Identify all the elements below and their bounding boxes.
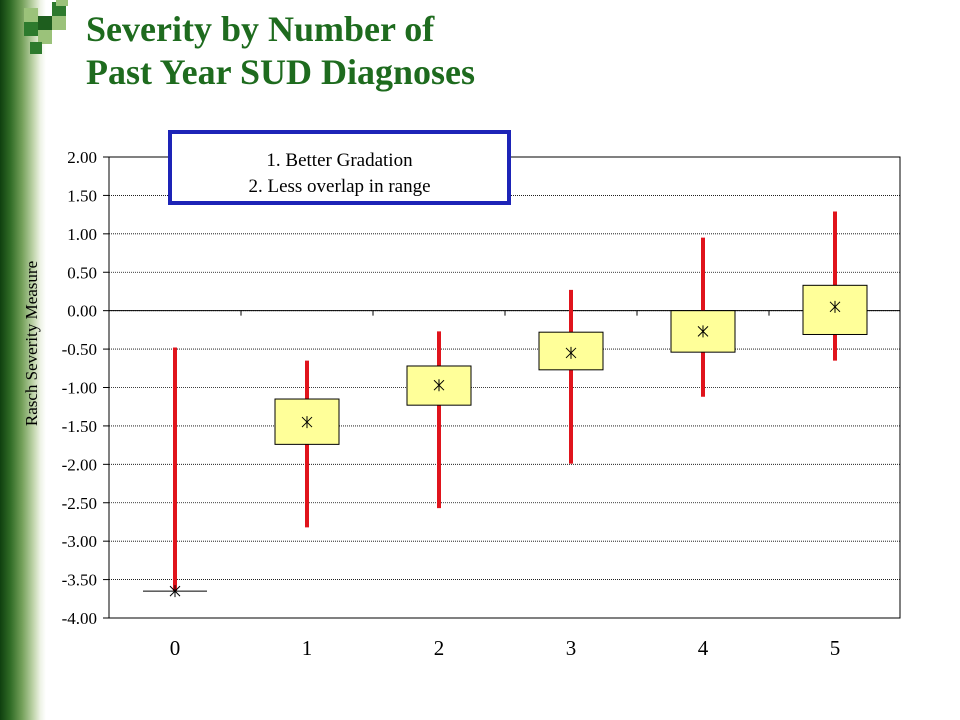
title-line-1: Severity by Number of [86, 9, 435, 49]
y-tick-label: 0.50 [67, 263, 97, 282]
plot-area [108, 156, 901, 619]
y-tick-label: -1.50 [62, 417, 97, 436]
mean-marker [433, 379, 445, 392]
y-tick-label: -1.00 [62, 379, 97, 398]
x-tick-label: 3 [566, 636, 577, 660]
y-tick-label: 1.00 [67, 225, 97, 244]
mean-marker [301, 416, 313, 429]
annotation-line-2: 2. Less overlap in range [248, 176, 431, 197]
x-tick-label: 2 [434, 636, 445, 660]
title-line-2: Past Year SUD Diagnoses [86, 52, 476, 92]
annotation-box: 1. Better Gradation 2. Less overlap in r… [168, 130, 511, 205]
x-tick-label: 4 [698, 636, 709, 660]
y-tick-label: 2.00 [67, 148, 97, 167]
mean-marker [565, 346, 577, 359]
x-tick-label: 1 [302, 636, 313, 660]
y-tick-label: -0.50 [62, 340, 97, 359]
mean-marker [829, 300, 841, 313]
side-decoration-bar [0, 0, 46, 720]
y-tick-label: -4.00 [62, 609, 97, 628]
x-tick-label: 5 [830, 636, 841, 660]
annotation-line-1: 1. Better Gradation [266, 150, 413, 171]
x-tick-label: 0 [170, 636, 181, 660]
y-tick-label: -2.00 [62, 455, 97, 474]
mean-marker [697, 325, 709, 338]
y-tick-label: -2.50 [62, 494, 97, 513]
y-tick-label: -3.50 [62, 571, 97, 590]
y-tick-label: -3.00 [62, 532, 97, 551]
y-axis-label: Rasch Severity Measure [22, 261, 41, 426]
mean-marker [169, 585, 181, 598]
page-title: Severity by Number of Past Year SUD Diag… [86, 8, 475, 94]
y-tick-label: 0.00 [67, 302, 97, 321]
checker-logo [24, 0, 68, 54]
y-tick-label: 1.50 [67, 186, 97, 205]
